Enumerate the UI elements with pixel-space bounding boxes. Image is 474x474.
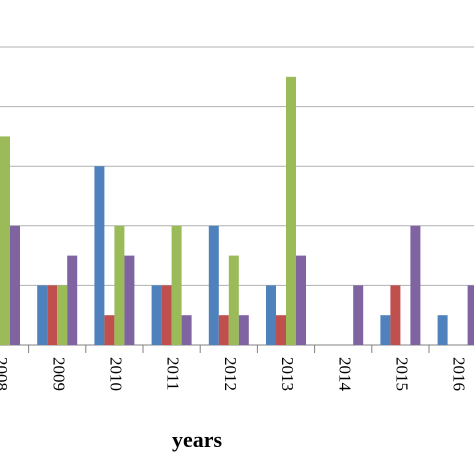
bar xyxy=(171,225,182,345)
bar xyxy=(238,315,249,345)
bar xyxy=(37,285,48,345)
bar xyxy=(208,225,219,345)
bar xyxy=(410,225,421,345)
bar xyxy=(10,225,20,345)
x-tick-label: 2008 xyxy=(0,357,11,391)
bar xyxy=(218,315,229,345)
x-tick-label: 2011 xyxy=(164,357,183,390)
bar xyxy=(57,285,68,345)
bar xyxy=(390,285,401,345)
bar xyxy=(266,285,276,345)
bar xyxy=(151,285,162,345)
x-axis-label: years xyxy=(172,427,223,452)
bar xyxy=(276,315,286,345)
bar xyxy=(296,255,306,345)
bar xyxy=(114,225,125,345)
bar xyxy=(286,76,296,346)
bar xyxy=(161,285,172,345)
bar xyxy=(0,136,10,345)
x-tick-label: 2013 xyxy=(278,357,297,391)
bar xyxy=(124,255,135,345)
x-tick-label: 2010 xyxy=(106,357,125,391)
bar xyxy=(353,285,364,345)
x-tick-label: 2014 xyxy=(335,357,354,392)
bar xyxy=(47,285,58,345)
x-tick-label: 2015 xyxy=(392,357,411,391)
bar xyxy=(437,315,448,345)
bar xyxy=(67,255,78,345)
x-tick-label: 2012 xyxy=(221,357,240,391)
bar xyxy=(228,255,239,345)
x-tick-label: 2016 xyxy=(450,357,469,391)
x-tick-label: 2009 xyxy=(49,357,68,391)
bar xyxy=(94,166,105,345)
bar xyxy=(467,285,474,345)
bar xyxy=(380,315,391,345)
bar xyxy=(181,315,192,345)
bar xyxy=(104,315,115,345)
